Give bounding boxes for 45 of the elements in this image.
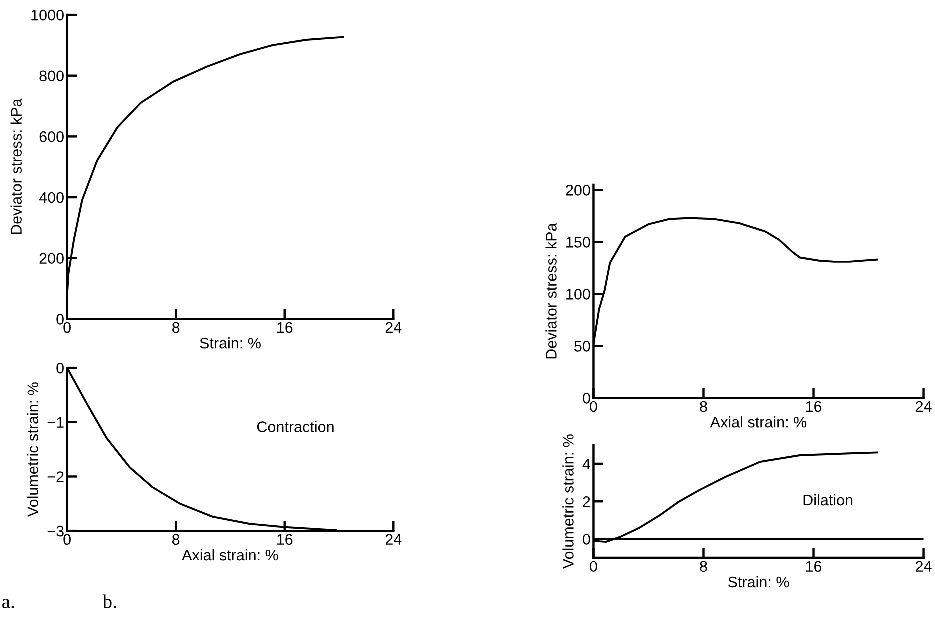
y-tick-label: 400 — [39, 192, 64, 204]
x-tick-label: 24 — [386, 534, 402, 545]
x-tick-label: 16 — [278, 322, 293, 334]
y-axis-title: Volumetric strain: % — [27, 382, 39, 517]
x-tick-label: 8 — [700, 561, 708, 572]
x-tick-label: 24 — [386, 322, 402, 333]
x-axis-title: Strain: % — [200, 338, 261, 349]
x-tick-label: 24 — [916, 401, 932, 412]
x-tick-label: 16 — [806, 401, 822, 412]
y-tick-label: 0 — [56, 314, 64, 325]
y-axis-title: Volumetric strain: % — [562, 434, 574, 570]
annotation: Contraction — [257, 421, 334, 432]
y-tick-label: −1 — [48, 417, 64, 428]
y-tick-label: −3 — [48, 526, 64, 537]
x-tick-label: 16 — [806, 561, 822, 572]
y-tick-label: 600 — [40, 132, 64, 142]
x-axis-title: Axial strain: % — [710, 416, 807, 428]
x-tick-label: 8 — [700, 401, 708, 412]
y-axis-title: Deviator stress: kPa — [546, 223, 557, 359]
y-tick-label: 0 — [56, 362, 64, 374]
y-tick-label: 150 — [566, 237, 590, 248]
y-tick-label: 50 — [574, 341, 590, 352]
y-tick-label: −2 — [48, 472, 64, 482]
y-tick-label: 800 — [40, 70, 64, 82]
y-tick-label: 2 — [583, 496, 590, 508]
x-tick-label: 0 — [590, 561, 598, 572]
x-tick-label: 16 — [278, 534, 293, 546]
annotation: Dilation — [804, 494, 853, 506]
y-tick-label: 200 — [566, 185, 590, 196]
text: b. — [102, 594, 116, 608]
y-tick-label: 0 — [583, 393, 590, 404]
y-tick-label: 1000 — [32, 10, 64, 21]
x-tick-label: 24 — [916, 561, 932, 572]
x-tick-label: 8 — [172, 322, 180, 334]
y-tick-label: 4 — [582, 459, 590, 470]
x-tick-label: 0 — [590, 401, 598, 412]
x-axis-title: Strain: % — [728, 576, 790, 588]
y-tick-label: 200 — [40, 253, 64, 264]
x-tick-label: 8 — [172, 534, 180, 546]
y-axis-title: Deviator stress: kPa — [10, 98, 22, 234]
x-tick-label: 0 — [64, 534, 71, 546]
x-tick-label: 0 — [64, 322, 71, 334]
x-axis-title: Axial strain: % — [182, 549, 278, 561]
y-tick-label: 100 — [566, 289, 590, 300]
text: a. — [2, 599, 14, 608]
